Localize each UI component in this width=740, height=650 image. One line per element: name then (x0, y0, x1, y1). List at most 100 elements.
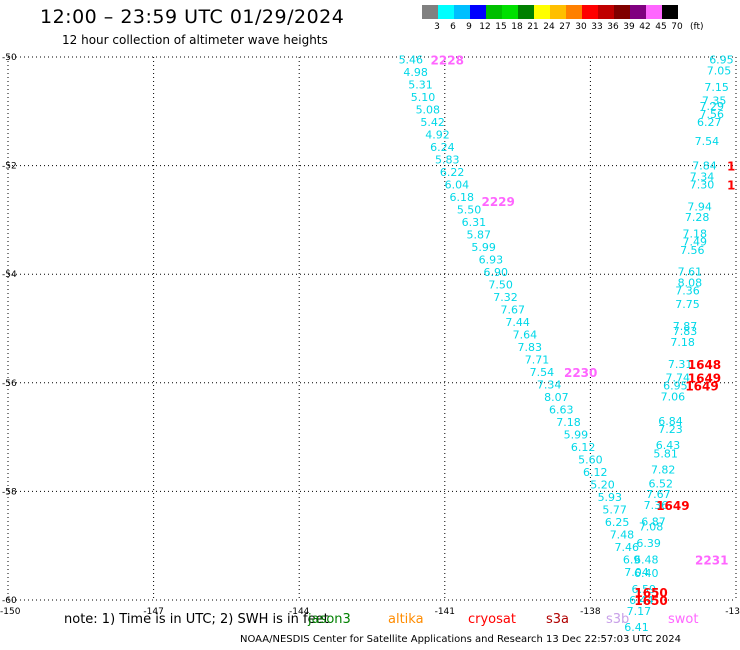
y-tick-label: -58 (2, 487, 17, 497)
wave-height-label: 7.87 (673, 320, 698, 333)
wave-height-label: 5.99 (564, 428, 589, 441)
color-swatch (502, 5, 518, 19)
color-scale-label: 36 (607, 22, 619, 32)
y-tick-label: -50 (2, 53, 17, 63)
y-tick-label: -56 (2, 379, 17, 389)
color-scale-label: 3 (434, 22, 440, 32)
x-tick-label: -141 (435, 607, 455, 617)
pass-number-label: 1 (727, 160, 735, 174)
wave-height-label: 7.34 (537, 378, 562, 391)
wave-height-label: 7.08 (639, 521, 664, 534)
wave-height-label: 6.63 (549, 403, 574, 416)
wave-height-label: 6.84 (658, 415, 683, 428)
wave-height-label: 7.75 (675, 298, 700, 311)
pass-number-label: 1649 (656, 499, 689, 513)
wave-height-label: 6.87 (641, 515, 666, 528)
wave-height-label: 5.31 (408, 79, 433, 92)
color-swatch (438, 5, 454, 19)
footer-note: note: 1) Time is in UTC; 2) SWH is in fe… (64, 612, 329, 627)
wave-height-label: 6.12 (571, 441, 596, 454)
wave-height-label: 6.27 (697, 116, 722, 129)
pass-number-label: 2231 (695, 553, 728, 567)
wave-height-label: 7.18 (670, 336, 695, 349)
wave-height-label: 5.46 (399, 54, 424, 67)
wave-height-label: 7.36 (675, 284, 700, 297)
wave-height-label: 6.43 (656, 439, 681, 452)
color-swatch (534, 5, 550, 19)
pass-number-label: 1648 (688, 358, 721, 372)
color-scale-units: (ft) (690, 22, 704, 32)
color-scale-label: 6 (450, 22, 456, 32)
wave-height-label: 7.49 (682, 236, 707, 249)
wave-height-label: 7.17 (627, 605, 652, 618)
color-swatch (630, 5, 646, 19)
color-scale-label: 18 (511, 22, 523, 32)
wave-height-label: 6.31 (462, 216, 487, 229)
y-tick-label: -60 (2, 596, 17, 606)
wave-height-label: 8.07 (544, 391, 569, 404)
wave-height-label: 7.71 (525, 353, 550, 366)
wave-height-label: 5.50 (457, 204, 482, 217)
wave-height-label: 6.44 (629, 594, 654, 607)
color-scale-label: 39 (623, 22, 635, 32)
wave-height-label: 5.93 (598, 491, 623, 504)
wave-height-label: 7.67 (646, 488, 671, 501)
wave-height-label: 7.46 (615, 541, 640, 554)
pass-number-label: 2229 (481, 195, 514, 209)
wave-height-label: 7.64 (513, 328, 538, 341)
color-swatch (550, 5, 566, 19)
satellite-legend-item: s3a (546, 612, 570, 627)
wave-height-label: 5.87 (467, 229, 492, 242)
wave-height-label: 7.67 (500, 303, 525, 316)
page-title: 12:00 – 23:59 UTC 01/29/2024 (40, 6, 345, 28)
wave-height-label: 7.28 (685, 211, 710, 224)
color-swatch (486, 5, 502, 19)
satellite-legend-item: altika (388, 612, 424, 627)
pass-number-label: 1649 (685, 380, 718, 394)
color-swatch (454, 5, 470, 19)
wave-height-label: 6.9 (623, 553, 641, 566)
satellite-legend-item: jason3 (308, 612, 351, 627)
y-tick-label: -54 (2, 270, 17, 280)
color-swatch (662, 5, 678, 19)
wave-height-label: 5.81 (653, 447, 678, 460)
color-scale-label: 30 (575, 22, 587, 32)
wave-height-label: 6.95 (709, 54, 734, 67)
wave-height-label: 7.34 (690, 170, 715, 183)
color-scale-label: 15 (495, 22, 507, 32)
wave-height-label: 5.60 (578, 453, 603, 466)
wave-height-label: 6.04 (445, 179, 470, 192)
wave-height-label: 5.20 (590, 478, 615, 491)
wave-height-label: 5.77 (602, 503, 627, 516)
wave-height-label: 7.06 (661, 390, 686, 403)
x-tick-label: -138 (580, 607, 601, 617)
page-subtitle: 12 hour collection of altimeter wave hei… (62, 33, 328, 47)
color-swatch (566, 5, 582, 19)
wave-height-label: 7.15 (704, 81, 729, 94)
footer-credit: NOAA/NESDIS Center for Satellite Applica… (240, 634, 682, 645)
wave-height-label: 6.52 (649, 477, 674, 490)
satellite-legend-item: swot (668, 612, 699, 627)
color-swatch (598, 5, 614, 19)
color-swatch (646, 5, 662, 19)
pass-number-label: 1650 (634, 594, 667, 608)
x-tick-label: -144 (289, 607, 310, 617)
wave-height-label: 6.25 (605, 516, 630, 529)
wave-height-label: 6.24 (430, 141, 455, 154)
wave-height-label: 7.18 (556, 416, 581, 429)
pass-number-label: 1649 (688, 371, 721, 385)
wave-height-label: 7.30 (690, 179, 715, 192)
wave-height-label: 7.61 (678, 265, 703, 278)
wave-height-label: 7.36 (644, 499, 669, 512)
wave-height-label: 7.94 (687, 200, 712, 213)
wave-height-label: 7.83 (673, 325, 698, 338)
pass-number-label: 1 (727, 179, 735, 193)
wave-height-label: 6.90 (484, 266, 509, 279)
wave-height-label: 7.54 (695, 135, 720, 148)
wave-height-label: 7.23 (658, 423, 683, 436)
wave-height-label: 7.50 (488, 279, 513, 292)
wave-height-label: 6.22 (440, 166, 465, 179)
color-scale-label: 45 (655, 22, 667, 32)
wave-height-label: 7.56 (699, 108, 724, 121)
